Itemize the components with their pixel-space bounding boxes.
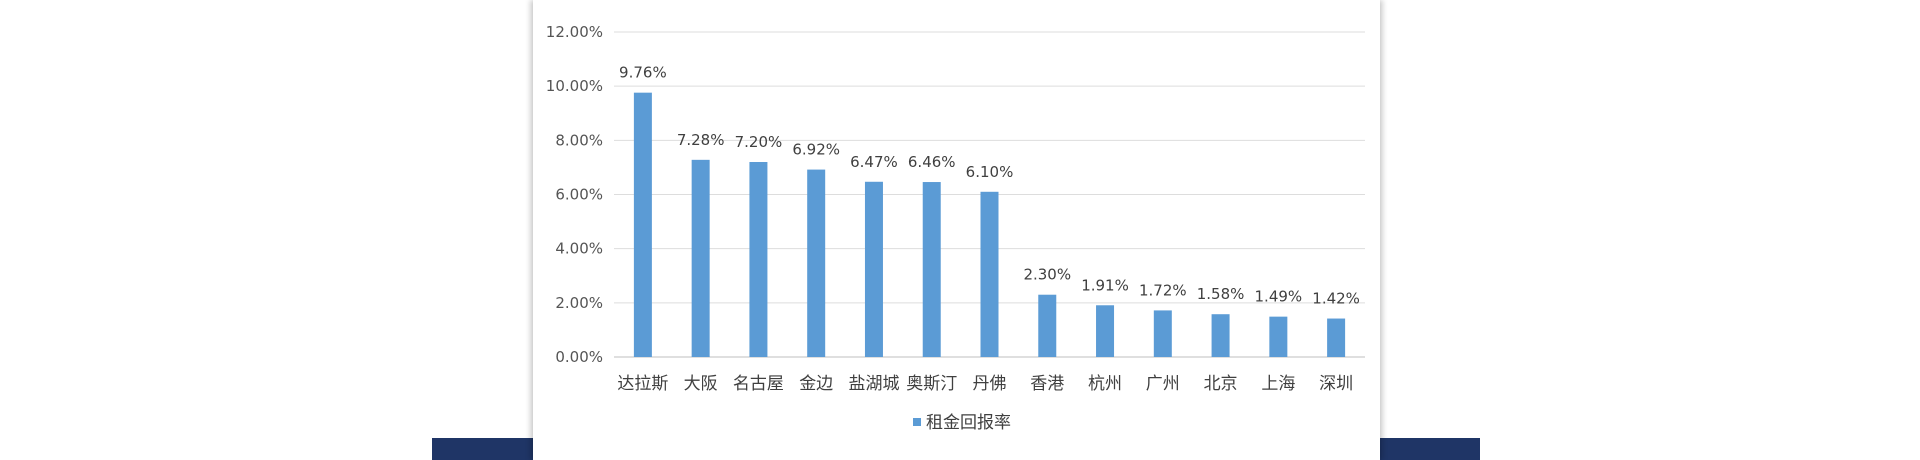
data-label-7: 2.30% (1023, 266, 1071, 284)
data-label-10: 1.58% (1197, 285, 1245, 303)
legend-label: 租金回报率 (926, 413, 1011, 433)
x-tick-label-11: 上海 (1261, 374, 1295, 394)
x-tick-label-1: 大阪 (684, 374, 718, 394)
x-tick-label-7: 香港 (1030, 374, 1064, 394)
data-label-4: 6.47% (850, 153, 898, 171)
data-label-8: 1.91% (1081, 276, 1129, 294)
bar-9 (1153, 310, 1172, 357)
x-tick-label-4: 盐湖城 (848, 374, 899, 394)
data-label-5: 6.46% (908, 153, 956, 171)
bar-6 (980, 191, 999, 357)
y-tick-label: 6.00% (555, 186, 603, 204)
x-tick-label-12: 深圳 (1319, 374, 1353, 394)
data-label-2: 7.20% (735, 133, 783, 151)
x-tick-label-10: 北京 (1204, 374, 1238, 394)
bar-10 (1211, 314, 1230, 357)
x-tick-label-0: 达拉斯 (617, 374, 668, 394)
bar-2 (749, 162, 768, 357)
y-tick-label: 12.00% (546, 23, 603, 41)
bar-8 (1096, 305, 1115, 357)
bar-3 (807, 169, 826, 357)
bar-7 (1038, 294, 1057, 357)
y-tick-label: 4.00% (555, 240, 603, 258)
bar-chart: 0.00% 2.00% 4.00% 6.00% 8.00% 10.00% 12.00% 9.7… (546, 23, 1365, 433)
y-tick-label: 2.00% (555, 294, 603, 312)
data-label-12: 1.42% (1312, 290, 1360, 308)
data-label-11: 1.49% (1255, 288, 1303, 306)
data-label-0: 9.76% (619, 64, 667, 82)
x-tick-label-8: 杭州 (1088, 374, 1122, 394)
x-tick-label-6: 丹佛 (973, 374, 1007, 394)
data-label-1: 7.28% (677, 131, 725, 149)
bar-12 (1327, 318, 1346, 357)
data-label-6: 6.10% (966, 163, 1014, 181)
x-tick-label-5: 奥斯汀 (906, 374, 957, 394)
bar-11 (1269, 316, 1288, 357)
bar-1 (691, 159, 710, 357)
chart-card: 0.00% 2.00% 4.00% 6.00% 8.00% 10.00% 12.00% 9.7… (533, 0, 1380, 460)
bar-5 (922, 182, 941, 357)
y-tick-label: 8.00% (555, 131, 603, 149)
x-tick-label-2: 名古屋 (733, 374, 784, 394)
x-tick-label-9: 广州 (1146, 374, 1180, 394)
x-tick-label-3: 金边 (799, 374, 833, 394)
y-tick-label: 10.00% (546, 77, 603, 95)
bar-0 (633, 92, 652, 358)
legend-swatch (913, 418, 921, 426)
y-tick-label: 0.00% (555, 348, 603, 366)
data-label-9: 1.72% (1139, 281, 1187, 299)
bar-4 (864, 181, 883, 357)
data-label-3: 6.92% (792, 141, 840, 159)
